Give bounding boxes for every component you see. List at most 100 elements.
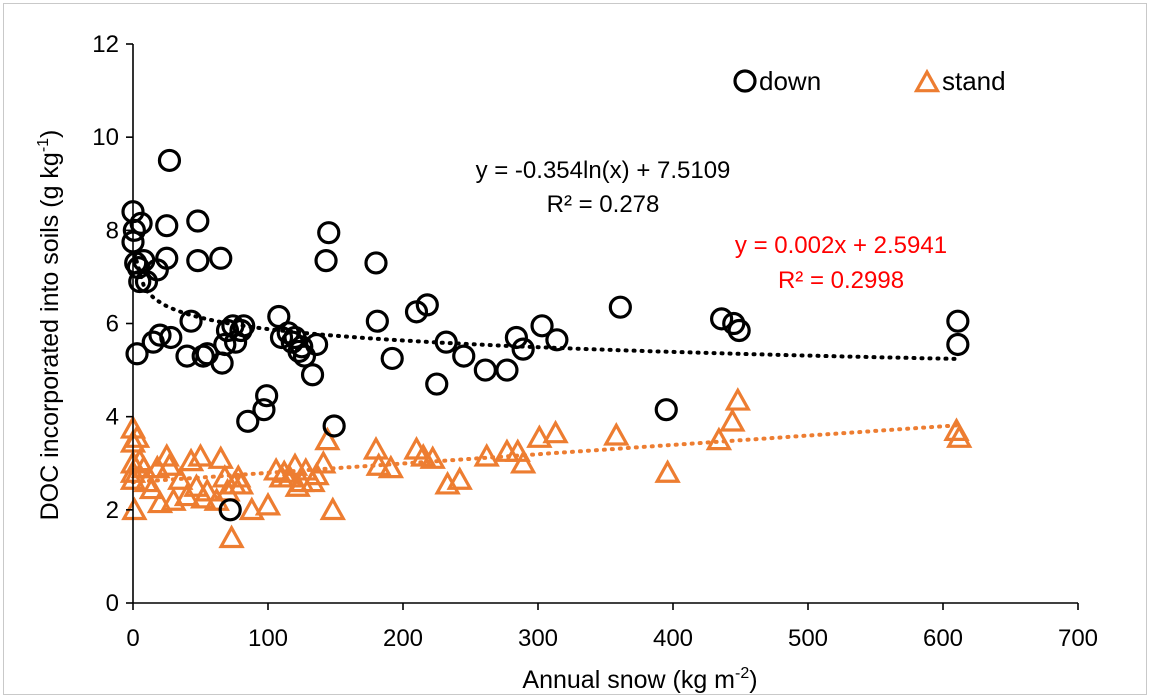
point-down bbox=[473, 358, 497, 382]
equation-stand: y = 0.002x + 2.5941 bbox=[735, 232, 947, 259]
point-stand bbox=[207, 445, 234, 469]
axis-labels: Annual snow (kg m-2) DOC incorporated in… bbox=[35, 130, 758, 694]
point-down bbox=[415, 293, 439, 317]
point-down bbox=[365, 309, 389, 333]
x-tick-label: 200 bbox=[383, 625, 423, 652]
point-down bbox=[186, 209, 210, 233]
point-stand bbox=[719, 408, 746, 432]
point-stand bbox=[218, 524, 245, 549]
point-down bbox=[608, 295, 632, 319]
y-tick-label: 8 bbox=[106, 217, 119, 244]
point-stand bbox=[153, 442, 180, 467]
x-tick-label: 500 bbox=[788, 625, 828, 652]
point-stand bbox=[276, 463, 303, 488]
point-down bbox=[218, 498, 242, 522]
point-down bbox=[209, 246, 233, 270]
y-axis-label-end: ) bbox=[36, 130, 64, 138]
point-down bbox=[179, 309, 203, 333]
point-down bbox=[236, 409, 260, 433]
point-down bbox=[727, 318, 751, 343]
point-down bbox=[654, 398, 678, 422]
point-stand bbox=[509, 449, 537, 474]
point-down bbox=[709, 307, 734, 331]
y-tick-label: 12 bbox=[92, 31, 119, 58]
point-stand bbox=[526, 424, 553, 448]
point-down bbox=[155, 246, 179, 270]
point-stand bbox=[303, 461, 330, 486]
y-tick-label: 6 bbox=[106, 311, 119, 338]
point-down bbox=[530, 314, 554, 338]
x-tick-label: 300 bbox=[518, 625, 558, 652]
y-tick-label: 4 bbox=[106, 404, 119, 431]
point-stand bbox=[946, 424, 973, 448]
point-down bbox=[364, 251, 388, 275]
point-stand bbox=[123, 424, 151, 448]
point-stand bbox=[362, 435, 390, 460]
point-down bbox=[155, 214, 179, 238]
point-down bbox=[722, 311, 746, 336]
point-down bbox=[157, 148, 182, 173]
x-axis-label-superscript: -2 bbox=[735, 665, 749, 682]
legend-down-label: down bbox=[759, 66, 821, 96]
point-down bbox=[434, 330, 458, 354]
legend-down-marker bbox=[733, 69, 757, 93]
point-down bbox=[159, 325, 183, 350]
point-stand bbox=[227, 470, 255, 495]
point-stand bbox=[446, 466, 473, 490]
y-axis-label-superscript: -1 bbox=[35, 138, 52, 152]
point-stand bbox=[254, 491, 282, 516]
point-stand bbox=[724, 387, 751, 411]
x-tick-label: 600 bbox=[923, 625, 963, 652]
point-stand bbox=[654, 459, 681, 483]
trendline-stand bbox=[131, 423, 962, 485]
equation-down: y = -0.354ln(x) + 7.5109 bbox=[476, 157, 731, 184]
point-down bbox=[545, 328, 569, 352]
point-stand bbox=[238, 496, 265, 521]
point-stand bbox=[319, 496, 346, 521]
point-down bbox=[290, 335, 314, 359]
point-down bbox=[292, 344, 317, 368]
series-down bbox=[121, 148, 970, 522]
point-down bbox=[380, 346, 404, 371]
trendline-equations: y = -0.354ln(x) + 7.5109 R² = 0.278 y = … bbox=[476, 157, 948, 294]
point-stand bbox=[542, 419, 569, 444]
point-stand bbox=[183, 473, 210, 497]
point-down bbox=[495, 358, 519, 382]
r2-down: R² = 0.278 bbox=[547, 191, 660, 218]
point-stand bbox=[603, 422, 630, 446]
point-down bbox=[186, 249, 210, 273]
point-down bbox=[210, 351, 234, 375]
point-down bbox=[129, 211, 153, 235]
x-axis-label: Annual snow (kg m-2) bbox=[522, 665, 757, 694]
legend: down stand bbox=[733, 66, 1006, 96]
point-stand bbox=[156, 452, 183, 476]
point-stand bbox=[310, 449, 337, 474]
point-stand bbox=[314, 426, 341, 451]
point-down bbox=[504, 325, 529, 350]
y-tick-label: 2 bbox=[106, 497, 119, 524]
point-down bbox=[314, 249, 338, 273]
point-down bbox=[148, 323, 172, 347]
r2-stand: R² = 0.2998 bbox=[778, 267, 904, 294]
x-tick-label: 400 bbox=[653, 625, 693, 652]
point-down bbox=[213, 332, 237, 357]
point-stand bbox=[194, 477, 221, 502]
point-down bbox=[215, 318, 240, 343]
legend-stand-label: stand bbox=[942, 66, 1006, 96]
point-down bbox=[305, 332, 329, 357]
legend-stand-marker bbox=[913, 68, 941, 93]
y-tick-label: 0 bbox=[106, 590, 119, 617]
series-stand bbox=[119, 387, 973, 549]
point-stand bbox=[138, 475, 166, 500]
y-axis-label: DOC incorporated into soils (g kg-1) bbox=[35, 130, 64, 521]
x-tick-label: 0 bbox=[126, 625, 139, 652]
point-stand bbox=[177, 447, 205, 472]
point-stand bbox=[377, 454, 405, 479]
point-stand bbox=[281, 452, 309, 476]
point-stand bbox=[419, 445, 446, 469]
x-tick-label: 700 bbox=[1058, 625, 1098, 652]
point-down bbox=[125, 342, 149, 366]
axes: 0 2 4 6 8 10 12 0 100 200 300 400 500 600 700 bbox=[92, 31, 1098, 652]
point-down bbox=[511, 337, 535, 361]
